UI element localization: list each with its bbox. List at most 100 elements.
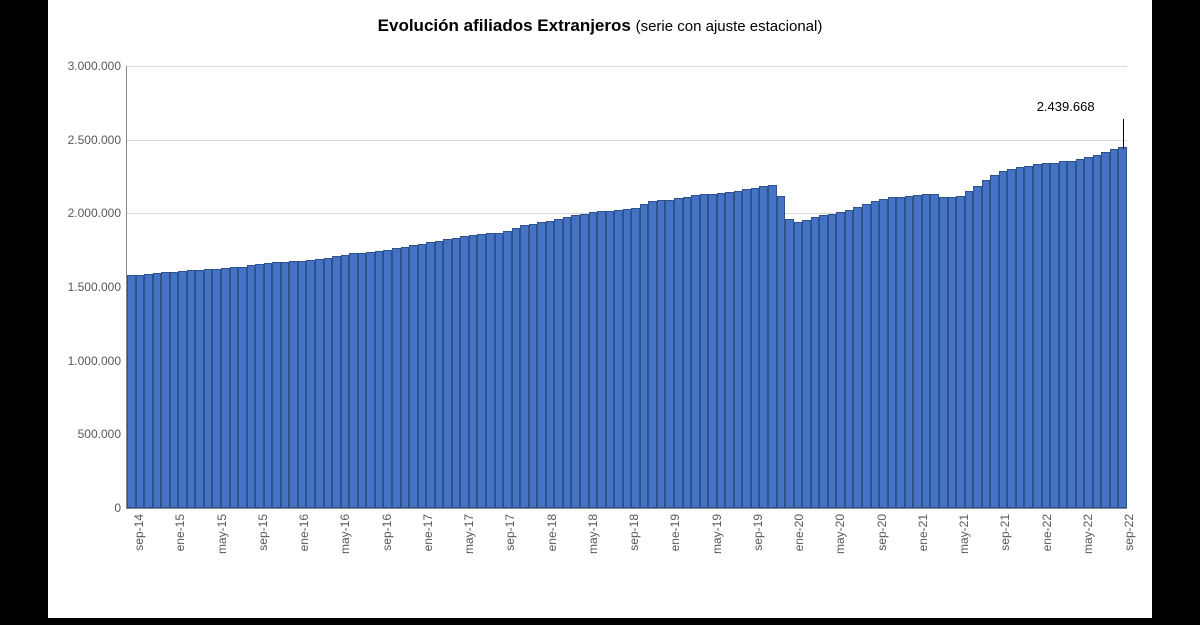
bar-slot [512, 66, 521, 508]
bar [153, 273, 162, 508]
bar-slot [161, 66, 170, 508]
bar [1042, 163, 1051, 508]
x-tick-label: sep-21 [998, 514, 1012, 551]
bar [1118, 147, 1127, 508]
bar-slot [700, 66, 709, 508]
bar [853, 207, 862, 508]
x-tick-label: sep-20 [875, 514, 889, 551]
bar-slot [648, 66, 657, 508]
bar [1016, 167, 1025, 508]
callout-line [1123, 119, 1124, 149]
bar [606, 211, 615, 508]
bar-slot [255, 66, 264, 508]
x-tick-label: sep-16 [380, 514, 394, 551]
bar [794, 222, 803, 508]
x-tick-label: sep-22 [1122, 514, 1136, 551]
bar-slot [982, 66, 991, 508]
bar [136, 275, 145, 508]
bar [751, 188, 760, 508]
x-tick-label: ene-17 [421, 514, 435, 551]
bar-slot [358, 66, 367, 508]
bar-slot [990, 66, 999, 508]
bar-slot [247, 66, 256, 508]
bar-slot [905, 66, 914, 508]
bar [683, 197, 692, 508]
bar-slot [452, 66, 461, 508]
bar [1076, 159, 1085, 508]
x-tick-label: sep-14 [132, 514, 146, 551]
bar-slot [777, 66, 786, 508]
bar [785, 219, 794, 508]
bar-slot [734, 66, 743, 508]
y-tick-label: 1.000.000 [68, 354, 127, 368]
bar [383, 250, 392, 508]
bar [401, 247, 410, 508]
bar-slot [691, 66, 700, 508]
bar [614, 210, 623, 508]
bar [845, 210, 854, 508]
y-tick-label: 3.000.000 [68, 59, 127, 73]
bar-slot [486, 66, 495, 508]
bar [862, 204, 871, 508]
bar [563, 217, 572, 508]
bar [811, 217, 820, 508]
bar-slot [811, 66, 820, 508]
bar-slot [674, 66, 683, 508]
bar [674, 198, 683, 508]
bar-slot [657, 66, 666, 508]
y-tick-label: 2.000.000 [68, 206, 127, 220]
bar-series [127, 66, 1127, 508]
bar [725, 192, 734, 508]
bar [888, 197, 897, 508]
bar-slot [717, 66, 726, 508]
plot-area: 0500.0001.000.0001.500.0002.000.0002.500… [126, 66, 1127, 509]
bar-slot [409, 66, 418, 508]
bar-slot [614, 66, 623, 508]
bar [640, 204, 649, 508]
bar [170, 272, 179, 508]
bar [358, 253, 367, 508]
bar-slot [828, 66, 837, 508]
bar [264, 263, 273, 508]
bar [1033, 164, 1042, 508]
bar-slot [315, 66, 324, 508]
bar [665, 200, 674, 508]
bar [221, 268, 230, 508]
bar [913, 195, 922, 508]
bar [349, 253, 358, 508]
bar [802, 220, 811, 508]
bar [435, 241, 444, 508]
bar-slot [187, 66, 196, 508]
bar-slot [862, 66, 871, 508]
bar [469, 235, 478, 508]
bar-slot [477, 66, 486, 508]
bar-slot [589, 66, 598, 508]
y-tick-label: 0 [114, 501, 127, 515]
bar [965, 191, 974, 508]
bar [477, 234, 486, 508]
bar-slot [230, 66, 239, 508]
bar-slot [965, 66, 974, 508]
bar-slot [785, 66, 794, 508]
bar-slot [580, 66, 589, 508]
bar-slot [948, 66, 957, 508]
bar [546, 221, 555, 508]
bar [819, 215, 828, 508]
bar-slot [819, 66, 828, 508]
bar-slot [640, 66, 649, 508]
chart-title-sub: (serie con ajuste estacional) [636, 18, 823, 35]
x-tick-label: sep-17 [503, 514, 517, 551]
bar-slot [1076, 66, 1085, 508]
x-tick-label: may-19 [710, 514, 724, 554]
bar-slot [178, 66, 187, 508]
bar [1101, 152, 1110, 508]
bar-slot [939, 66, 948, 508]
bar-slot [1042, 66, 1051, 508]
bar [375, 251, 384, 508]
bar [1093, 155, 1102, 508]
bar-slot [212, 66, 221, 508]
x-tick-label: ene-15 [173, 514, 187, 551]
bar-slot [469, 66, 478, 508]
bar-slot [460, 66, 469, 508]
bar-slot [375, 66, 384, 508]
